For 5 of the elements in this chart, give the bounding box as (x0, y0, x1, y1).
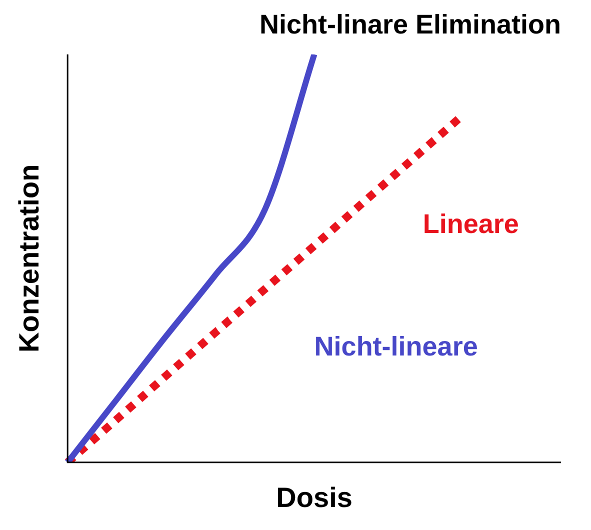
chart-title: Nicht-linare Elimination (259, 10, 561, 40)
x-axis-title: Dosis (276, 482, 352, 513)
text: Nicht-lineare (314, 332, 478, 362)
y-axis-title: Konzentration (14, 164, 45, 353)
series-label: Lineare (422, 209, 519, 240)
